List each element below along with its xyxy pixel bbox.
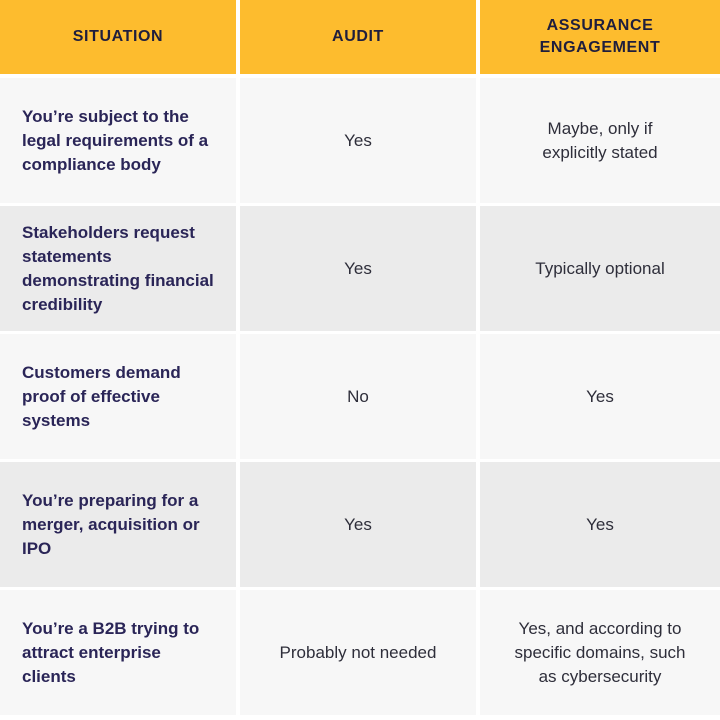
audit-value: Yes [344, 258, 372, 278]
situation-text: You’re a B2B trying to attract enterpris… [22, 618, 200, 686]
audit-value: Yes [344, 130, 372, 150]
table-row-2-situation: Stakeholders request statements demonstr… [0, 206, 240, 334]
header-audit: AUDIT [240, 0, 480, 78]
table-row-5-assurance: Yes, and according to specific domains, … [480, 590, 720, 718]
audit-value: Probably not needed [279, 642, 437, 662]
header-assurance-label: ASSURANCE ENGAGEMENT [539, 17, 661, 56]
situation-text: Customers demand proof of effective syst… [22, 362, 181, 430]
assurance-value: Maybe, only if explicitly stated [542, 118, 658, 162]
table-row-4-audit: Yes [240, 462, 480, 590]
assurance-value: Yes, and according to specific domains, … [514, 618, 686, 686]
table-row-3-assurance: Yes [480, 334, 720, 462]
header-situation: SITUATION [0, 0, 240, 78]
header-assurance-engagement: ASSURANCE ENGAGEMENT [480, 0, 720, 78]
table-row-5-situation: You’re a B2B trying to attract enterpris… [0, 590, 240, 718]
table-row-1-audit: Yes [240, 78, 480, 206]
audit-value: Yes [344, 514, 372, 534]
table-row-4-situation: You’re preparing for a merger, acquisiti… [0, 462, 240, 590]
header-audit-label: AUDIT [332, 28, 384, 45]
table-row-1-assurance: Maybe, only if explicitly stated [480, 78, 720, 206]
header-situation-label: SITUATION [72, 28, 164, 45]
audit-value: No [347, 386, 369, 406]
situation-text: You’re preparing for a merger, acquisiti… [22, 490, 200, 558]
table-row-5-audit: Probably not needed [240, 590, 480, 718]
table-row-3-situation: Customers demand proof of effective syst… [0, 334, 240, 462]
situation-text: You’re subject to the legal requirements… [22, 106, 209, 174]
situation-text: Stakeholders request statements demonstr… [22, 222, 214, 314]
table-row-2-assurance: Typically optional [480, 206, 720, 334]
table-row-1-situation: You’re subject to the legal requirements… [0, 78, 240, 206]
assurance-value: Typically optional [535, 258, 665, 278]
table-row-3-audit: No [240, 334, 480, 462]
table-row-2-audit: Yes [240, 206, 480, 334]
assurance-value: Yes [586, 514, 614, 534]
table-row-4-assurance: Yes [480, 462, 720, 590]
assurance-value: Yes [586, 386, 614, 406]
